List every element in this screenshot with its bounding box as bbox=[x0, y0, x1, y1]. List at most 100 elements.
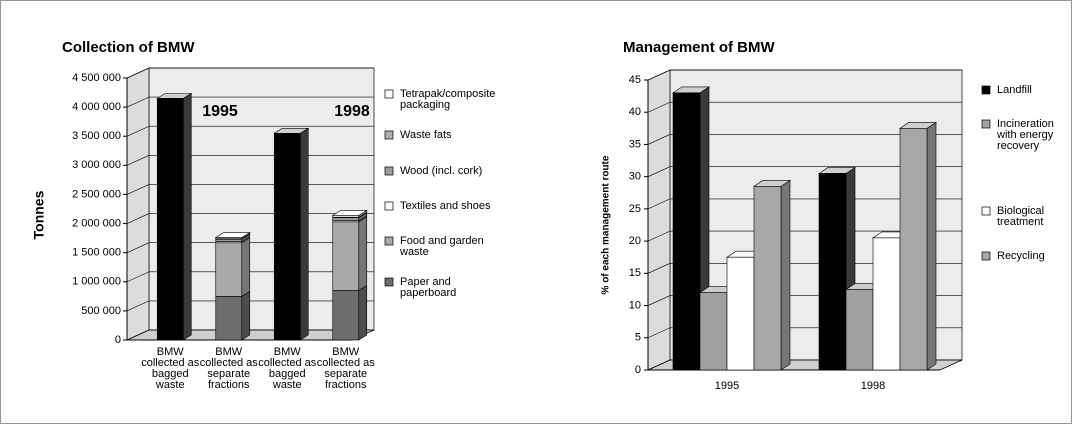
y-tick-label: 4 500 000 bbox=[72, 72, 121, 84]
y-tick-label: 3 000 000 bbox=[72, 159, 121, 171]
bar-side bbox=[780, 179, 791, 371]
x-tick-label: BMW collected as bagged waste bbox=[141, 346, 200, 391]
y-tick-label: 0 bbox=[635, 364, 641, 376]
grid-line bbox=[647, 295, 671, 306]
y-tick-label: 2 000 000 bbox=[72, 217, 121, 229]
bar-side bbox=[926, 121, 937, 371]
x-tick-label: BMW collected as separate fractions bbox=[316, 346, 375, 391]
y-tick-label: 4 000 000 bbox=[72, 101, 121, 113]
bar bbox=[215, 242, 243, 297]
legend-label: Food and garden waste bbox=[400, 235, 484, 258]
legend-label: Waste fats bbox=[400, 129, 452, 141]
grid-line bbox=[647, 263, 671, 274]
x-tick-label: 1998 bbox=[861, 380, 885, 392]
chart-title: Management of BMW bbox=[623, 39, 776, 56]
y-axis-label: Tonnes bbox=[31, 190, 47, 239]
bar-side bbox=[241, 237, 251, 297]
grid-line bbox=[126, 242, 150, 253]
x-tick-label: BMW collected as separate fractions bbox=[199, 346, 258, 391]
y-tick-label: 2 500 000 bbox=[72, 188, 121, 200]
grid-line bbox=[126, 96, 150, 108]
bar bbox=[872, 237, 901, 371]
legend-swatch bbox=[384, 277, 394, 287]
legend-label: Biological treatment bbox=[997, 205, 1045, 228]
grid-line bbox=[647, 327, 671, 339]
bar bbox=[699, 292, 728, 371]
bar bbox=[332, 217, 360, 221]
grid-line bbox=[647, 166, 671, 177]
bar bbox=[156, 98, 184, 341]
legend-swatch bbox=[981, 85, 991, 95]
annotation: 1998 bbox=[334, 103, 370, 120]
legend-swatch bbox=[384, 236, 394, 246]
bar bbox=[332, 221, 360, 291]
grid-line bbox=[647, 198, 671, 210]
grid-line bbox=[126, 155, 150, 166]
bar-side bbox=[182, 92, 192, 341]
bar bbox=[273, 133, 301, 341]
bar bbox=[726, 256, 755, 371]
bar bbox=[899, 128, 928, 371]
y-tick-label: 40 bbox=[629, 106, 641, 118]
x-tick-label: 1995 bbox=[715, 380, 739, 392]
legend-swatch bbox=[384, 201, 394, 211]
y-tick-label: 5 bbox=[635, 332, 641, 344]
grid-line bbox=[647, 101, 671, 113]
bar bbox=[332, 290, 360, 341]
annotation: 1995 bbox=[202, 103, 238, 120]
bar bbox=[672, 92, 701, 371]
bar bbox=[845, 289, 874, 371]
legend-swatch bbox=[384, 166, 394, 176]
side-wall bbox=[126, 67, 150, 341]
y-tick-label: 30 bbox=[629, 171, 641, 183]
bar bbox=[215, 238, 243, 242]
grid-line bbox=[126, 67, 150, 79]
bar bbox=[215, 237, 243, 239]
legend-label: Paper and paperboard bbox=[400, 276, 457, 299]
grid-line bbox=[126, 329, 150, 341]
y-tick-label: 500 000 bbox=[81, 305, 121, 317]
y-axis-label: % of each management route bbox=[601, 155, 612, 294]
grid-line bbox=[126, 271, 150, 283]
legend-swatch bbox=[384, 130, 394, 140]
grid-line bbox=[126, 184, 150, 195]
grid-line bbox=[647, 359, 671, 371]
legend-label: Textiles and shoes bbox=[400, 200, 491, 212]
y-tick-label: 3 500 000 bbox=[72, 130, 121, 142]
legend-swatch bbox=[981, 206, 991, 216]
legend-label: Tetrapak/composite packaging bbox=[400, 88, 496, 111]
bar-side bbox=[358, 216, 368, 292]
y-tick-label: 15 bbox=[629, 267, 641, 279]
legend-label: Recycling bbox=[997, 250, 1045, 262]
y-tick-label: 45 bbox=[629, 74, 641, 86]
x-tick-label: BMW collected as bagged waste bbox=[258, 346, 317, 391]
bar-side bbox=[358, 284, 368, 341]
grid-line bbox=[126, 125, 150, 137]
y-tick-label: 20 bbox=[629, 235, 641, 247]
grid-line bbox=[126, 213, 150, 224]
y-tick-label: 35 bbox=[629, 138, 641, 150]
y-tick-label: 1 500 000 bbox=[72, 247, 121, 259]
grid-line bbox=[126, 300, 150, 312]
bar bbox=[818, 173, 847, 371]
chart-title: Collection of BMW bbox=[62, 39, 195, 56]
legend-label: Wood (incl. cork) bbox=[400, 165, 483, 177]
bar bbox=[215, 296, 243, 341]
legend-label: Incineration with energy recovery bbox=[997, 118, 1054, 152]
grid-line bbox=[647, 69, 671, 81]
bar bbox=[332, 215, 360, 218]
legend-label: Landfill bbox=[997, 84, 1032, 96]
bar bbox=[753, 186, 782, 371]
grid-line bbox=[647, 230, 671, 242]
legend-swatch bbox=[981, 251, 991, 261]
y-tick-label: 1 000 000 bbox=[72, 276, 121, 288]
y-tick-label: 25 bbox=[629, 203, 641, 215]
y-tick-label: 0 bbox=[115, 334, 121, 346]
bar-side bbox=[241, 290, 251, 341]
bar-side bbox=[299, 127, 309, 341]
grid-line bbox=[647, 134, 671, 145]
legend-swatch bbox=[981, 119, 991, 129]
legend-swatch bbox=[384, 89, 394, 99]
